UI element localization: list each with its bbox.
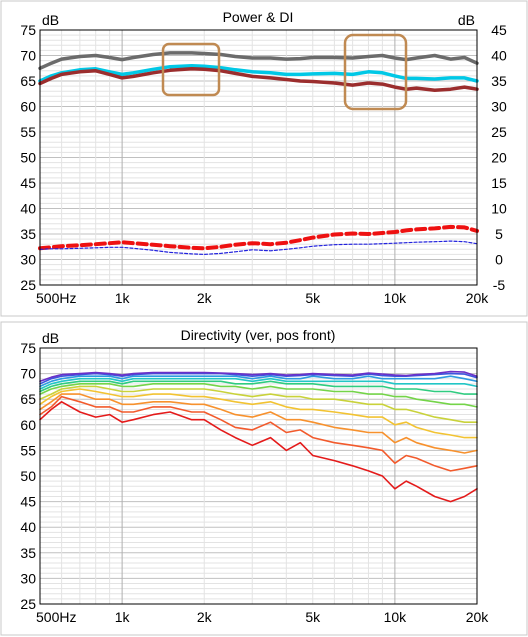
- y-tick-label-left: 60: [20, 99, 36, 115]
- x-tick-label: 20k: [466, 290, 490, 306]
- x-tick-label: 1k: [115, 290, 131, 306]
- series-line-1-3: [39, 388, 478, 439]
- x-tick-label: 20k: [466, 609, 490, 625]
- y-tick-label-right: 40: [491, 48, 507, 64]
- series-line-1-10: [39, 370, 478, 383]
- y-tick-label-left: 45: [20, 175, 36, 191]
- highlight-box-2k: [161, 42, 221, 97]
- y-tick-label-left: 25: [20, 277, 36, 293]
- series-line-0-4: [39, 240, 478, 255]
- x-tick-label: 5k: [305, 290, 321, 306]
- power-di-axes: 25 30 35 40 45 50 55 60 65 70 75 -5 0 5 10 15 20 25 30 35 40…: [20, 22, 507, 306]
- y-tick-label-left: 60: [20, 417, 36, 433]
- y-tick-label-left: 75: [20, 22, 36, 38]
- y-tick-label-left: 35: [20, 226, 36, 242]
- y-tick-label-left: 75: [20, 340, 36, 356]
- directivity-left-unit: dB: [42, 330, 59, 346]
- highlight-box-10k: [343, 33, 408, 111]
- y-tick-label-left: 25: [20, 596, 36, 612]
- y-tick-label-left: 35: [20, 545, 36, 561]
- y-tick-label-left: 55: [20, 124, 36, 140]
- power-di-right-unit: dB: [458, 12, 475, 28]
- y-tick-label-right: 10: [491, 201, 507, 217]
- directivity-axes: 25 30 35 40 45 50 55 60 65 70 75 500Hz 1k 2k 5k 10k 20k: [20, 340, 489, 625]
- y-tick-label-left: 30: [20, 252, 36, 268]
- x-tick-label: 5k: [305, 609, 321, 625]
- directivity-series: [39, 370, 478, 503]
- x-tick-label: 2k: [197, 609, 213, 625]
- y-tick-label-left: 65: [20, 391, 36, 407]
- series-line-0-0: [38, 51, 479, 71]
- series-line-1-6: [39, 380, 478, 395]
- power-di-plot-border: [39, 29, 478, 286]
- y-tick-label-right: 25: [491, 124, 507, 140]
- series-line-1-4: [39, 385, 478, 423]
- y-tick-label-right: 35: [491, 73, 507, 89]
- y-tick-label-right: 30: [491, 99, 507, 115]
- x-tick-label: 500Hz: [36, 609, 76, 625]
- y-tick-label-right: 15: [491, 175, 507, 191]
- y-tick-label-left: 70: [20, 48, 36, 64]
- y-tick-label-right: 20: [491, 150, 507, 166]
- directivity-title: Directivity (ver, pos front): [181, 327, 336, 343]
- power-di-title: Power & DI: [223, 9, 294, 25]
- y-tick-label-left: 70: [20, 366, 36, 382]
- series-line-0-2: [38, 67, 479, 92]
- y-tick-label-left: 50: [20, 468, 36, 484]
- series-line-1-1: [39, 395, 478, 472]
- y-tick-label-right: 5: [495, 226, 503, 242]
- y-tick-label-left: 65: [20, 73, 36, 89]
- series-line-1-5: [39, 383, 478, 408]
- y-tick-label-left: 55: [20, 442, 36, 458]
- y-tick-label-left: 30: [20, 570, 36, 586]
- series-line-1-8: [39, 375, 478, 388]
- series-line-1-7: [39, 377, 478, 390]
- power-di-left-unit: dB: [42, 12, 59, 28]
- x-tick-label: 500Hz: [36, 290, 76, 306]
- series-line-1-0: [39, 401, 478, 503]
- y-tick-label-right: 0: [495, 252, 503, 268]
- y-tick-label-left: 40: [20, 519, 36, 535]
- x-tick-label: 10k: [384, 290, 408, 306]
- power-di-chart: 25 30 35 40 45 50 55 60 65 70 75 -5 0 5 10 15 20 25 30 35 40…: [0, 0, 528, 317]
- y-tick-label-left: 45: [20, 494, 36, 510]
- x-tick-label: 2k: [197, 290, 213, 306]
- y-tick-label-right: 45: [491, 22, 507, 38]
- y-tick-label-left: 50: [20, 150, 36, 166]
- series-line-0-1: [38, 63, 479, 83]
- power-di-series: [38, 51, 479, 255]
- series-line-1-2: [39, 393, 478, 454]
- series-line-0-3: [38, 224, 479, 251]
- y-tick-label-left: 40: [20, 201, 36, 217]
- directivity-plot-border: [39, 347, 478, 605]
- y-tick-label-right: -5: [493, 277, 506, 293]
- x-tick-label: 10k: [384, 609, 408, 625]
- x-tick-label: 1k: [115, 609, 131, 625]
